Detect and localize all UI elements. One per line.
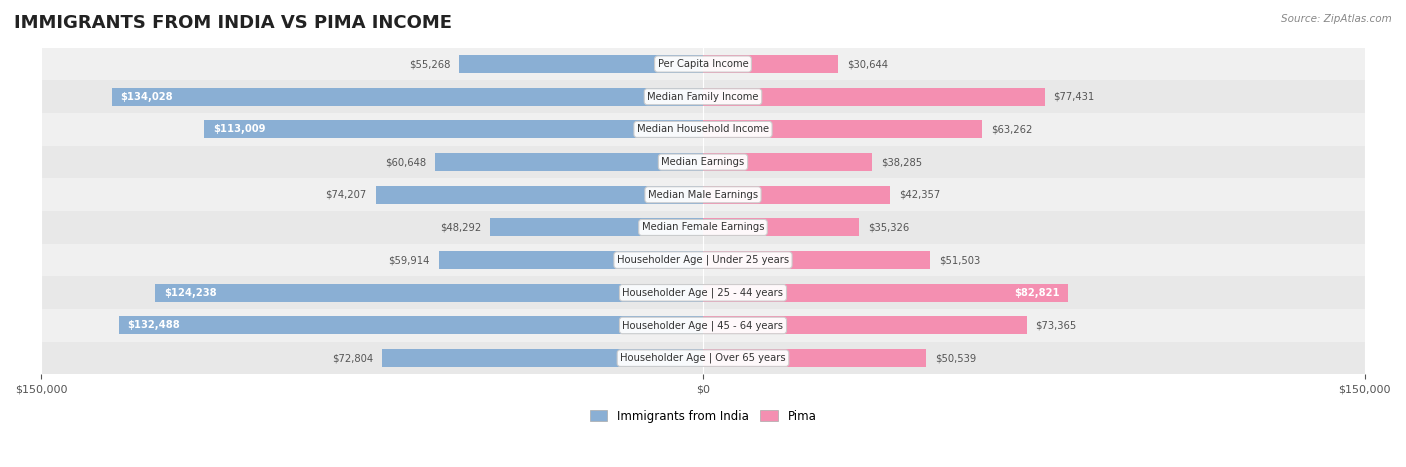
Text: $35,326: $35,326 [868, 222, 908, 233]
Text: $60,648: $60,648 [385, 157, 426, 167]
Text: $51,503: $51,503 [939, 255, 980, 265]
Bar [439, 251, 703, 269]
Text: $73,365: $73,365 [1035, 320, 1077, 331]
Legend: Immigrants from India, Pima: Immigrants from India, Pima [585, 405, 821, 427]
Text: Median Earnings: Median Earnings [661, 157, 745, 167]
Bar [111, 88, 703, 106]
Bar [41, 211, 1365, 244]
Text: $77,431: $77,431 [1053, 92, 1095, 102]
Text: $113,009: $113,009 [214, 124, 266, 134]
Text: Per Capita Income: Per Capita Income [658, 59, 748, 69]
Bar [703, 120, 981, 138]
Bar [41, 276, 1365, 309]
Bar [436, 153, 703, 171]
Bar [382, 349, 703, 367]
Bar [41, 309, 1365, 342]
Bar [41, 342, 1365, 375]
Bar [703, 349, 927, 367]
Bar [703, 55, 838, 73]
Text: $38,285: $38,285 [880, 157, 922, 167]
Bar [375, 186, 703, 204]
Bar [703, 284, 1069, 302]
Text: $72,804: $72,804 [332, 353, 373, 363]
Bar [703, 186, 890, 204]
Text: $134,028: $134,028 [121, 92, 173, 102]
Bar [460, 55, 703, 73]
Bar [703, 219, 859, 236]
Text: $50,539: $50,539 [935, 353, 976, 363]
Text: $48,292: $48,292 [440, 222, 481, 233]
Bar [489, 219, 703, 236]
Bar [41, 178, 1365, 211]
Text: $30,644: $30,644 [846, 59, 889, 69]
Bar [41, 244, 1365, 276]
Bar [703, 153, 872, 171]
Bar [41, 80, 1365, 113]
Bar [703, 88, 1045, 106]
Bar [118, 317, 703, 334]
Text: $63,262: $63,262 [991, 124, 1032, 134]
Bar [703, 251, 931, 269]
Text: Householder Age | 25 - 44 years: Householder Age | 25 - 44 years [623, 288, 783, 298]
Text: Householder Age | Over 65 years: Householder Age | Over 65 years [620, 353, 786, 363]
Text: Householder Age | 45 - 64 years: Householder Age | 45 - 64 years [623, 320, 783, 331]
Text: $74,207: $74,207 [326, 190, 367, 200]
Text: Median Family Income: Median Family Income [647, 92, 759, 102]
Text: $42,357: $42,357 [898, 190, 941, 200]
Text: $59,914: $59,914 [388, 255, 430, 265]
Bar [703, 317, 1026, 334]
Bar [41, 113, 1365, 146]
Text: $124,238: $124,238 [163, 288, 217, 298]
Bar [155, 284, 703, 302]
Bar [41, 146, 1365, 178]
Bar [204, 120, 703, 138]
Text: Median Male Earnings: Median Male Earnings [648, 190, 758, 200]
Text: Median Household Income: Median Household Income [637, 124, 769, 134]
Text: Source: ZipAtlas.com: Source: ZipAtlas.com [1281, 14, 1392, 24]
Text: Householder Age | Under 25 years: Householder Age | Under 25 years [617, 255, 789, 265]
Bar [41, 48, 1365, 80]
Text: Median Female Earnings: Median Female Earnings [641, 222, 765, 233]
Text: $82,821: $82,821 [1014, 288, 1060, 298]
Text: $55,268: $55,268 [409, 59, 450, 69]
Text: IMMIGRANTS FROM INDIA VS PIMA INCOME: IMMIGRANTS FROM INDIA VS PIMA INCOME [14, 14, 453, 32]
Text: $132,488: $132,488 [128, 320, 180, 331]
